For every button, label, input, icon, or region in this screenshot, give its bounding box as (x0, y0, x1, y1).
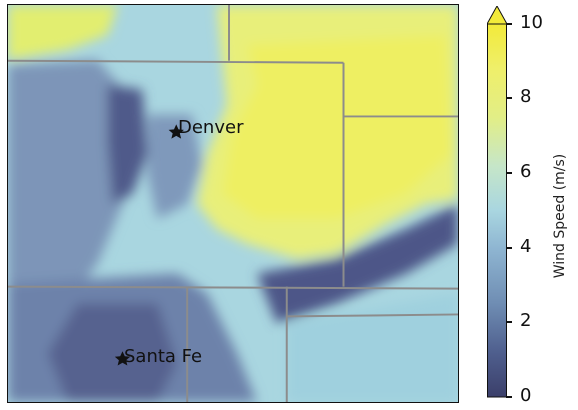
wind-speed-map (7, 4, 459, 403)
colorbar-tick-label-6: 6 (520, 161, 532, 182)
colorbar-title: Wind Speed (m/s) (552, 153, 568, 279)
colorbar-tick-4 (506, 247, 512, 249)
santa-fe-star-icon (114, 351, 131, 366)
colorbar-tick-6 (506, 172, 512, 174)
colorbar-tick-label-0: 0 (520, 385, 532, 406)
denver-star-icon (168, 124, 184, 139)
wind-field-raster (8, 5, 458, 402)
city-label-denver: Denver (178, 117, 244, 138)
colorbar-tick-label-4: 4 (520, 236, 532, 257)
colorbar-tick-0 (506, 396, 512, 398)
colorbar-tick-label-10: 10 (520, 12, 543, 33)
colorbar-tick-10 (506, 23, 512, 25)
colorbar (487, 6, 507, 398)
colorbar-tick-label-8: 8 (520, 86, 532, 107)
colorbar-tick-2 (506, 321, 512, 323)
city-label-santa-fe: Santa Fe (124, 346, 203, 367)
colorbar-tick-8 (506, 97, 512, 99)
colorbar-tick-label-2: 2 (520, 310, 532, 331)
